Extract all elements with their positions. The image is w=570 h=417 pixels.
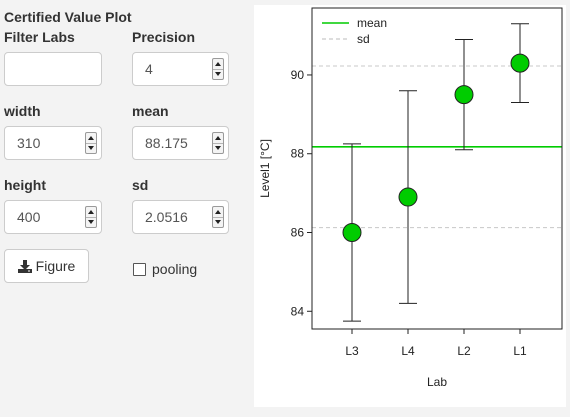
- sd-value: 2.0516: [145, 209, 188, 225]
- height-value: 400: [17, 209, 41, 225]
- precision-input[interactable]: 4: [132, 52, 229, 86]
- data-point: [454, 85, 474, 105]
- filter-labs-label: Filter Labs: [4, 29, 75, 45]
- height-spinner[interactable]: [85, 206, 97, 228]
- width-input[interactable]: 310: [4, 126, 102, 160]
- precision-label: Precision: [132, 29, 196, 45]
- x-axis-label: Lab: [427, 375, 447, 389]
- download-icon: [17, 259, 32, 273]
- mean-value: 88.175: [145, 135, 188, 151]
- spin-up-icon[interactable]: [86, 133, 96, 144]
- x-tick-label: L4: [401, 344, 415, 358]
- pooling-checkbox[interactable]: [133, 263, 146, 276]
- precision-spinner[interactable]: [212, 58, 224, 80]
- x-tick-label: L2: [457, 344, 471, 358]
- mean-label: mean: [132, 103, 169, 119]
- y-tick-label: 84: [291, 304, 305, 318]
- width-value: 310: [17, 135, 41, 151]
- precision-value: 4: [145, 61, 153, 77]
- spin-up-icon[interactable]: [213, 207, 223, 218]
- figure-download-button[interactable]: Figure: [4, 249, 89, 283]
- spin-down-icon[interactable]: [86, 143, 96, 153]
- x-tick-label: L1: [513, 344, 527, 358]
- legend-sd-label: sd: [357, 32, 370, 46]
- spin-down-icon[interactable]: [86, 217, 96, 227]
- filter-labs-input[interactable]: [4, 52, 102, 86]
- certified-value-plot: 84 86 88 90 L3 L4 L2 L1 Lab Level1 [°C] mean sd: [254, 5, 566, 407]
- control-panel: Certified Value Plot Filter Labs Precisi…: [0, 0, 250, 417]
- spin-up-icon[interactable]: [213, 133, 223, 144]
- mean-spinner[interactable]: [212, 132, 224, 154]
- y-axis-label: Level1 [°C]: [258, 139, 272, 198]
- data-point: [398, 187, 418, 207]
- width-spinner[interactable]: [85, 132, 97, 154]
- pooling-label[interactable]: pooling: [152, 261, 198, 277]
- data-point: [510, 53, 530, 73]
- spin-up-icon[interactable]: [86, 207, 96, 218]
- y-tick-label: 88: [291, 147, 305, 161]
- spin-down-icon[interactable]: [213, 69, 223, 79]
- width-label: width: [4, 103, 41, 119]
- legend-mean-label: mean: [357, 16, 387, 30]
- spin-up-icon[interactable]: [213, 59, 223, 70]
- chart-svg: 84 86 88 90 L3 L4 L2 L1 Lab Level1 [°C] mean sd: [258, 7, 563, 389]
- data-point: [342, 223, 362, 243]
- y-tick-label: 86: [291, 226, 305, 240]
- spin-down-icon[interactable]: [213, 143, 223, 153]
- height-label: height: [4, 177, 46, 193]
- height-input[interactable]: 400: [4, 200, 102, 234]
- sd-spinner[interactable]: [212, 206, 224, 228]
- spin-down-icon[interactable]: [213, 217, 223, 227]
- plot-frame: [311, 7, 563, 330]
- y-tick-label: 90: [291, 68, 305, 82]
- figure-button-label: Figure: [35, 258, 76, 274]
- sd-label: sd: [132, 177, 149, 193]
- sd-input[interactable]: 2.0516: [132, 200, 229, 234]
- mean-input[interactable]: 88.175: [132, 126, 229, 160]
- x-tick-label: L3: [345, 344, 359, 358]
- panel-title: Certified Value Plot: [4, 9, 132, 25]
